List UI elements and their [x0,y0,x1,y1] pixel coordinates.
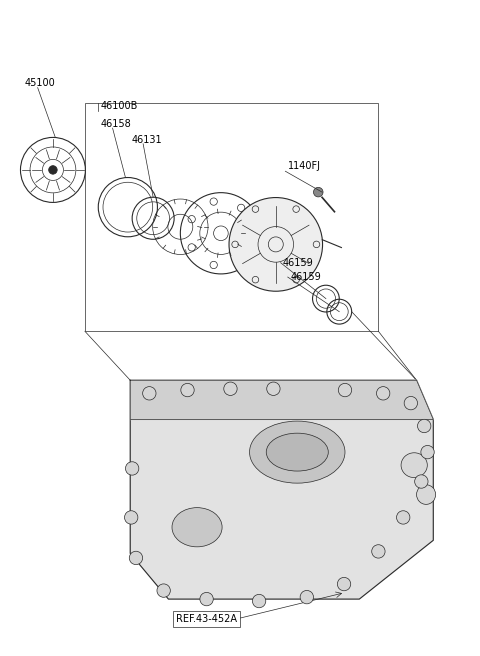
Ellipse shape [252,594,266,607]
Ellipse shape [200,592,213,605]
Ellipse shape [313,188,323,197]
Text: 46159: 46159 [283,258,314,268]
Ellipse shape [401,453,427,478]
Ellipse shape [338,383,352,397]
Text: REF.43-452A: REF.43-452A [176,613,237,624]
Ellipse shape [417,485,436,504]
Ellipse shape [224,382,237,396]
Ellipse shape [172,508,222,547]
Ellipse shape [421,445,434,459]
Ellipse shape [396,511,410,524]
Ellipse shape [48,165,57,174]
Ellipse shape [404,396,418,410]
Text: 46131: 46131 [131,135,162,145]
Ellipse shape [143,386,156,400]
Ellipse shape [266,433,328,471]
Ellipse shape [229,197,323,291]
Text: 46100B: 46100B [101,101,138,111]
Ellipse shape [418,419,431,433]
Polygon shape [130,380,433,419]
Ellipse shape [157,584,170,597]
Ellipse shape [181,383,194,397]
Polygon shape [130,380,433,599]
Ellipse shape [372,544,385,558]
Ellipse shape [129,551,143,565]
Text: 46159: 46159 [290,272,321,282]
Ellipse shape [267,382,280,396]
Ellipse shape [124,511,138,524]
Ellipse shape [337,577,351,591]
Ellipse shape [415,475,428,488]
Ellipse shape [300,590,313,604]
Text: 1140FJ: 1140FJ [288,161,321,171]
Text: 45100: 45100 [24,78,55,88]
Ellipse shape [376,386,390,400]
Ellipse shape [250,421,345,483]
Text: 46158: 46158 [101,119,132,129]
Bar [85,102,378,331]
Ellipse shape [125,462,139,475]
